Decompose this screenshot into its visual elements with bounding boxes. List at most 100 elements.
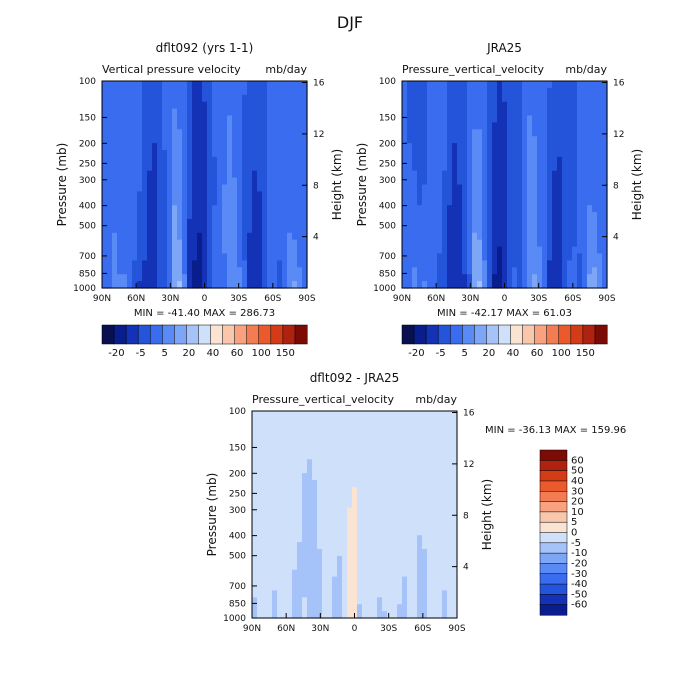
heatmap-cell xyxy=(392,500,398,509)
heatmap-cell xyxy=(292,143,298,151)
heatmap-cell xyxy=(417,253,423,261)
heatmap-cell xyxy=(452,143,458,151)
heatmap-cell xyxy=(442,156,448,165)
heatmap-cell xyxy=(107,87,113,96)
heatmap-cell xyxy=(527,163,533,172)
heatmap-cell xyxy=(442,163,448,172)
heatmap-cell xyxy=(157,150,163,158)
heatmap-cell xyxy=(482,94,488,103)
heatmap-cell xyxy=(472,212,478,220)
heatmap-cell xyxy=(317,555,323,564)
heatmap-cell xyxy=(557,136,563,144)
heatmap-cell xyxy=(302,115,308,123)
heatmap-cell xyxy=(182,274,188,282)
heatmap-cell xyxy=(152,163,158,172)
heatmap-cell xyxy=(297,219,303,227)
heatmap-cell xyxy=(432,597,438,605)
heatmap-cell xyxy=(562,232,568,241)
heatmap-cell xyxy=(332,466,338,474)
heatmap-cell xyxy=(197,191,203,199)
heatmap-cell xyxy=(147,143,153,151)
heatmap-cell xyxy=(262,205,268,213)
heatmap-cell xyxy=(142,274,148,282)
heatmap-cell xyxy=(602,267,608,275)
heatmap-cell xyxy=(602,122,608,130)
heatmap-cell xyxy=(327,528,333,536)
heatmap-cell xyxy=(172,108,178,117)
heatmap-cell xyxy=(337,597,343,605)
heatmap-cell xyxy=(572,198,578,206)
heatmap-cell xyxy=(417,136,423,144)
heatmap-cell xyxy=(112,219,118,227)
heatmap-cell xyxy=(272,431,278,440)
heatmap-cell xyxy=(417,604,423,612)
heatmap-cell xyxy=(152,281,158,289)
heatmap-cell xyxy=(262,150,268,158)
heatmap-cell xyxy=(362,445,368,453)
heatmap-cell xyxy=(442,87,448,96)
heatmap-cell xyxy=(542,163,548,172)
heatmap-cell xyxy=(292,281,298,289)
heatmap-cell xyxy=(242,115,248,123)
heatmap-cell xyxy=(237,101,243,110)
heatmap-cell xyxy=(472,198,478,206)
heatmap-cell xyxy=(392,486,398,495)
heatmap-cell xyxy=(157,184,163,192)
heatmap-cell xyxy=(157,122,163,130)
heatmap-cell xyxy=(422,611,428,619)
heatmap-cell xyxy=(282,198,288,206)
heatmap-cell xyxy=(427,129,433,137)
heatmap-cell xyxy=(382,528,388,536)
heatmap-cell xyxy=(327,466,333,474)
y-tick-label: 150 xyxy=(379,113,396,123)
heatmap-cell xyxy=(137,281,143,289)
heatmap-cell xyxy=(432,500,438,509)
heatmap-cell xyxy=(252,500,258,509)
heatmap-cell xyxy=(257,431,263,440)
heatmap-cell xyxy=(447,452,453,460)
heatmap-cell xyxy=(542,101,548,110)
heatmap-cell xyxy=(377,500,383,509)
heatmap-cell xyxy=(462,115,468,123)
heatmap-cell xyxy=(257,473,263,481)
heatmap-cell xyxy=(452,239,458,248)
heatmap-cell xyxy=(432,122,438,130)
heatmap-cell xyxy=(517,260,523,268)
heatmap-cell xyxy=(597,184,603,192)
heatmap-cell xyxy=(462,253,468,261)
heatmap-cell xyxy=(602,81,608,89)
heatmap-cell xyxy=(447,184,453,192)
heatmap-cell xyxy=(172,101,178,110)
heatmap-cell xyxy=(277,507,283,516)
heatmap-cell xyxy=(432,184,438,192)
heatmap-cell xyxy=(427,81,433,89)
heatmap-cell xyxy=(157,156,163,165)
heatmap-cell xyxy=(427,198,433,206)
heatmap-cell xyxy=(207,156,213,165)
heatmap-cell xyxy=(267,212,273,220)
heatmap-cell xyxy=(177,246,183,255)
heatmap-cell xyxy=(537,212,543,220)
heatmap-cell xyxy=(592,239,598,248)
heatmap-cell xyxy=(257,281,263,289)
heatmap-cell xyxy=(357,569,363,578)
heatmap-cell xyxy=(127,170,133,179)
heatmap-cell xyxy=(277,191,283,199)
heatmap-cell xyxy=(222,163,228,172)
chart-subtitle-left: Pressure_vertical_velocity xyxy=(402,63,544,76)
heatmap-cell xyxy=(147,108,153,117)
heatmap-cell xyxy=(407,253,413,261)
heatmap-cell xyxy=(302,555,308,564)
heatmap-cell xyxy=(532,156,538,165)
heatmap-cell xyxy=(297,281,303,289)
heatmap-cell xyxy=(357,486,363,495)
heatmap-cell xyxy=(442,480,448,488)
heatmap-cell xyxy=(402,108,408,117)
heatmap-cell xyxy=(262,611,268,619)
heatmap-cell xyxy=(407,101,413,110)
heatmap-cell xyxy=(402,549,408,557)
heatmap-cell xyxy=(222,101,228,110)
heatmap-cell xyxy=(237,115,243,123)
heatmap-cell xyxy=(462,129,468,137)
heatmap-cell xyxy=(132,246,138,255)
